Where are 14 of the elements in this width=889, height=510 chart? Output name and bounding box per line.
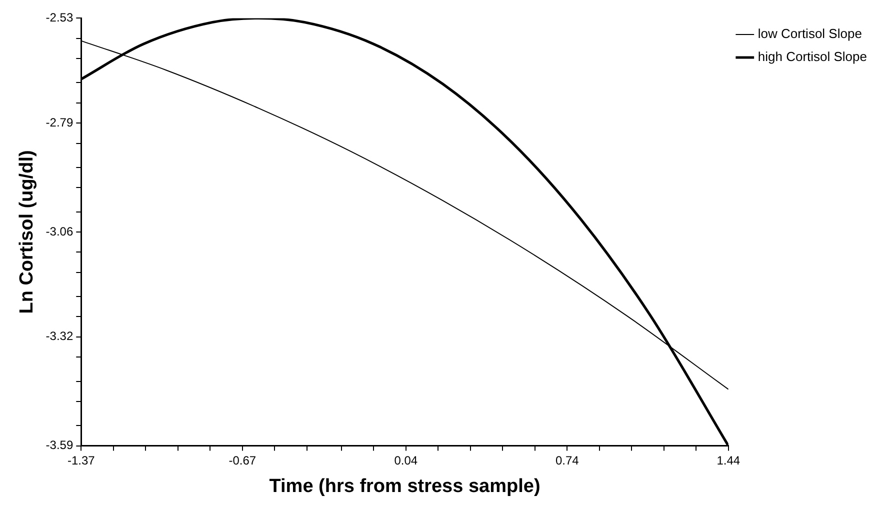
x-tick-label: -0.67 (228, 453, 256, 468)
x-tick-label: 0.04 (394, 453, 418, 468)
x-axis-title: Time (hrs from stress sample) (269, 476, 540, 497)
y-tick-label: -3.32 (46, 329, 74, 344)
y-tick-label: -3.06 (46, 224, 74, 238)
legend-label: low Cortisol Slope (758, 26, 862, 42)
legend-label: high Cortisol Slope (758, 49, 868, 64)
y-tick-label: -2.53 (46, 10, 74, 25)
y-tick-label: -2.79 (46, 115, 74, 130)
x-tick-label: 1.44 (716, 453, 740, 468)
y-tick-label: -3.59 (46, 438, 74, 452)
y-axis-title: Ln Cortisol (ug/dl) (16, 150, 38, 314)
x-tick-label: 0.74 (555, 453, 580, 468)
x-tick-label: -1.37 (67, 453, 96, 468)
